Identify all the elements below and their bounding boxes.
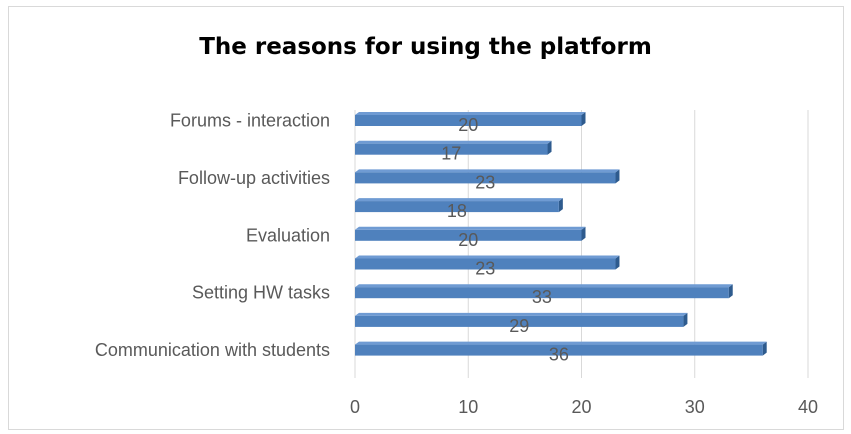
data-label: 29 — [509, 316, 529, 336]
bar-top — [355, 284, 733, 288]
bar-side — [762, 341, 767, 356]
bar-top — [355, 255, 620, 259]
bar-top — [355, 312, 688, 316]
data-label: 17 — [441, 144, 461, 164]
bar-side — [683, 312, 688, 327]
chart-frame — [8, 6, 844, 430]
category-label: Evaluation — [246, 225, 330, 245]
bar — [355, 201, 559, 213]
bar-side — [581, 112, 586, 126]
bar — [355, 115, 582, 126]
x-tick-label: 30 — [685, 397, 705, 417]
x-tick-label: 10 — [458, 397, 478, 417]
bar-side — [581, 226, 586, 241]
data-label: 33 — [532, 287, 552, 307]
bar-side — [547, 140, 552, 155]
data-label: 18 — [447, 201, 467, 221]
data-label: 20 — [458, 115, 478, 135]
bar — [355, 143, 548, 155]
bar — [355, 229, 582, 241]
chart-title: The reasons for using the platform — [199, 34, 652, 60]
category-label: Setting HW tasks — [192, 283, 330, 303]
category-label: Forums - interaction — [170, 111, 330, 131]
bar-top — [355, 226, 586, 230]
data-label: 20 — [458, 230, 478, 250]
bar-top — [355, 341, 767, 345]
bar-side — [615, 255, 620, 270]
x-tick-label: 0 — [350, 397, 360, 417]
data-label: 36 — [549, 345, 569, 365]
bar-top — [355, 198, 563, 202]
bar-side — [558, 198, 563, 213]
bar — [355, 315, 684, 327]
bar-side — [728, 284, 733, 299]
bar-top — [355, 112, 586, 115]
bar — [355, 258, 616, 270]
bar — [355, 172, 616, 184]
data-label: 23 — [475, 172, 495, 192]
x-tick-label: 40 — [798, 397, 818, 417]
bar — [355, 344, 763, 356]
category-label: Follow-up activities — [178, 168, 330, 188]
bar — [355, 287, 729, 299]
bar-side — [615, 169, 620, 184]
data-label: 23 — [475, 259, 495, 279]
category-label: Communication with students — [95, 340, 330, 360]
x-tick-label: 20 — [571, 397, 591, 417]
bar-top — [355, 169, 620, 173]
bar-top — [355, 140, 552, 144]
